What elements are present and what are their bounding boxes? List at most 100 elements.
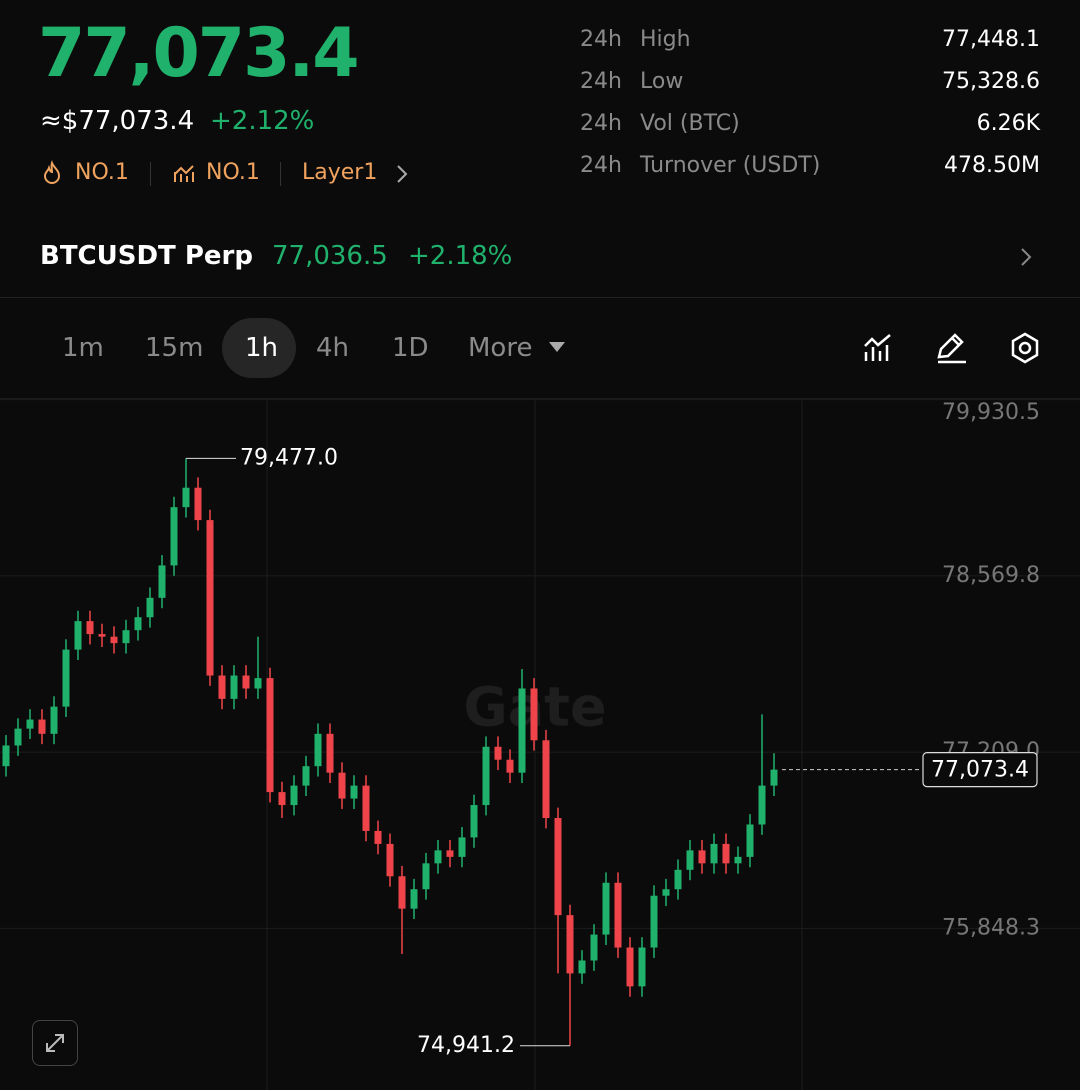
candle-body	[362, 785, 370, 831]
candle-body	[326, 733, 334, 773]
extreme-label: 79,477.0	[240, 445, 338, 470]
perp-change: +2.18%	[408, 241, 513, 271]
chevron[interactable]	[1018, 246, 1034, 268]
candle-body	[62, 649, 70, 707]
candle-body	[626, 947, 634, 987]
fiat-price: ≈$77,073.4	[40, 106, 195, 136]
candle-body	[98, 634, 106, 637]
stat-label: Low	[640, 69, 684, 94]
candle-body	[530, 688, 538, 741]
candle-body	[638, 947, 646, 987]
candle-body	[38, 719, 46, 734]
candle-body	[110, 636, 118, 644]
candle-body	[674, 869, 682, 890]
category-tag[interactable]: Layer1	[302, 160, 378, 185]
candle-body	[398, 876, 406, 909]
candle-body	[602, 882, 610, 935]
active-tab-bg	[222, 318, 296, 378]
candle-body	[278, 792, 286, 806]
candle-body	[374, 830, 382, 844]
candle-body	[182, 487, 190, 508]
stat-value: 75,328.6	[942, 69, 1040, 94]
perp-price: 77,036.5	[272, 241, 388, 271]
candle-body	[470, 805, 478, 838]
candle-body	[662, 889, 670, 896]
perp-name[interactable]: BTCUSDT Perp	[40, 241, 253, 271]
timeframe-tab[interactable]: 1m	[62, 333, 104, 363]
candle-body	[74, 621, 82, 650]
candle-body	[218, 675, 226, 699]
rank-tag[interactable]: NO.1	[75, 160, 129, 185]
separator	[150, 162, 151, 186]
candle-body	[578, 960, 586, 974]
timeframe-tab[interactable]: 1D	[392, 333, 429, 363]
candle-body	[422, 863, 430, 890]
candle-body	[314, 733, 322, 767]
y-tick-label: 79,930.5	[942, 400, 1040, 425]
flame-icon	[43, 160, 61, 184]
expand-icon	[46, 1034, 64, 1052]
last-price-box	[922, 752, 1038, 788]
last-price: 77,073.4	[38, 14, 360, 93]
candle-body	[254, 678, 262, 689]
candle-body	[686, 850, 694, 870]
rank-tag[interactable]: NO.1	[206, 160, 260, 185]
candle-body	[434, 850, 442, 864]
candle-body	[338, 772, 346, 799]
more-tab[interactable]: More	[468, 333, 533, 363]
candle-body	[542, 740, 550, 819]
candle-body	[26, 719, 34, 729]
candle-body	[14, 728, 22, 746]
candle-body	[122, 630, 130, 644]
stat-value: 6.26K	[976, 111, 1040, 136]
candle-body	[554, 818, 562, 916]
candlestick-chart: Gate 79,930.578,569.877,209.075,848.379,…	[0, 399, 1080, 1090]
stat-period: 24h	[580, 153, 622, 178]
draw-icon[interactable]	[935, 332, 969, 364]
candle-body	[50, 706, 58, 734]
candle-body	[206, 520, 214, 676]
last-price-label: 77,073.4	[931, 758, 1029, 783]
stat-period: 24h	[580, 27, 622, 52]
stat-period: 24h	[580, 69, 622, 94]
candle-body	[386, 843, 394, 877]
candle-body	[518, 688, 526, 773]
timeframe-tab[interactable]: 1h	[245, 333, 279, 363]
candle-body	[446, 850, 454, 857]
candle-body	[590, 934, 598, 961]
candle-body	[734, 856, 742, 864]
candle-body	[194, 487, 202, 521]
candle-body	[494, 746, 502, 760]
candle-body	[2, 745, 10, 767]
y-tick-label: 78,569.8	[942, 563, 1040, 588]
candle-body	[146, 597, 154, 618]
candle-body	[770, 769, 778, 786]
stat-label: Turnover (USDT)	[640, 153, 821, 178]
dropdown-arrow[interactable]	[548, 340, 566, 354]
candle-body	[506, 759, 514, 773]
candle-body	[458, 837, 466, 857]
candle-body	[722, 843, 730, 864]
candle-body	[302, 766, 310, 786]
timeframe-tab[interactable]: 4h	[316, 333, 350, 363]
candle-body	[158, 565, 166, 598]
indicator-icon[interactable]	[862, 332, 894, 364]
candle-body	[170, 507, 178, 566]
candle-body	[350, 785, 358, 799]
candle-body	[614, 882, 622, 948]
candle-body	[266, 678, 274, 793]
candle-body	[230, 675, 238, 699]
stat-label: High	[640, 27, 691, 52]
extreme-label: 74,941.2	[417, 1033, 515, 1058]
candle-body	[86, 621, 94, 635]
y-tick-label: 75,848.3	[942, 915, 1040, 940]
timeframe-tab[interactable]: 15m	[145, 333, 204, 363]
settings-icon[interactable]	[1008, 331, 1042, 365]
candle-body	[482, 746, 490, 806]
stat-label: Vol (BTC)	[640, 111, 740, 136]
chevron[interactable]	[394, 163, 410, 185]
candle-body	[746, 824, 754, 857]
expand-button[interactable]	[32, 1020, 78, 1066]
candle-body	[134, 617, 142, 631]
